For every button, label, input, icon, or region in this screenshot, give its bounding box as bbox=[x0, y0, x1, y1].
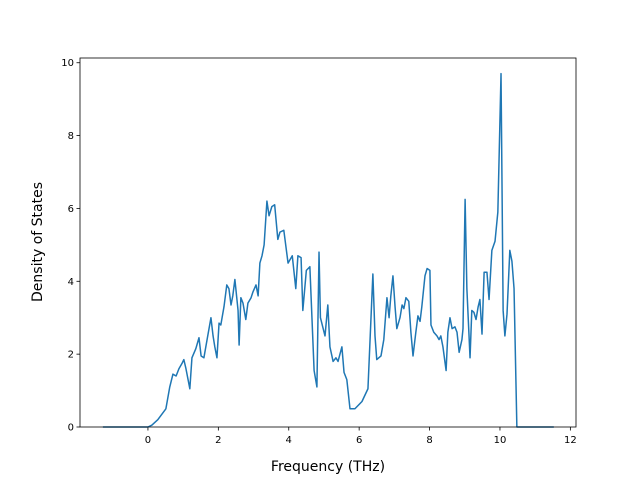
y-tick-label: 0 bbox=[68, 423, 74, 434]
x-tick-label: 10 bbox=[494, 435, 507, 446]
x-tick-label: 4 bbox=[286, 435, 292, 446]
y-tick-label: 4 bbox=[68, 277, 74, 288]
y-axis-label: Density of States bbox=[30, 182, 46, 302]
x-tick-label: 0 bbox=[145, 435, 151, 446]
x-axis-label: Frequency (THz) bbox=[271, 459, 385, 475]
axes-frame bbox=[79, 57, 577, 428]
y-tick-label: 10 bbox=[61, 58, 74, 69]
y-tick-label: 8 bbox=[68, 131, 74, 142]
x-tick-label: 6 bbox=[356, 435, 362, 446]
data-line bbox=[102, 72, 554, 428]
x-tick-label: 8 bbox=[426, 435, 432, 446]
x-tick-label: 2 bbox=[215, 435, 221, 446]
y-tick-label: 2 bbox=[68, 350, 74, 361]
x-tick-label: 12 bbox=[564, 435, 577, 446]
y-tick-label: 6 bbox=[68, 204, 74, 215]
